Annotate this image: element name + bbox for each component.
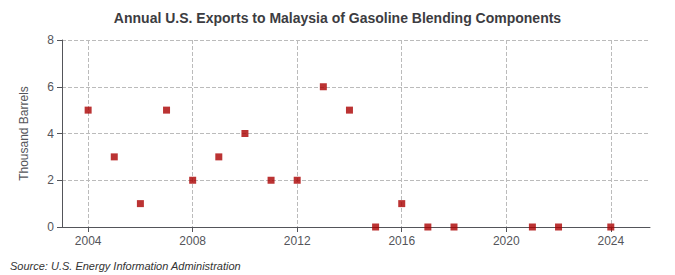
svg-text:2016: 2016 [388,234,415,248]
svg-text:0: 0 [47,220,54,234]
svg-text:2012: 2012 [284,234,311,248]
svg-text:8: 8 [47,33,54,47]
svg-text:6: 6 [47,80,54,94]
svg-text:2008: 2008 [179,234,206,248]
svg-text:Annual U.S. Exports to Malaysi: Annual U.S. Exports to Malaysia of Gasol… [114,10,561,26]
svg-text:Thousand Barrels: Thousand Barrels [17,86,31,181]
svg-text:2020: 2020 [493,234,520,248]
svg-text:Source: U.S. Energy Informatio: Source: U.S. Energy Information Administ… [10,260,241,272]
svg-text:2: 2 [47,173,54,187]
svg-text:2004: 2004 [75,234,102,248]
svg-text:4: 4 [47,127,54,141]
svg-text:2024: 2024 [597,234,624,248]
